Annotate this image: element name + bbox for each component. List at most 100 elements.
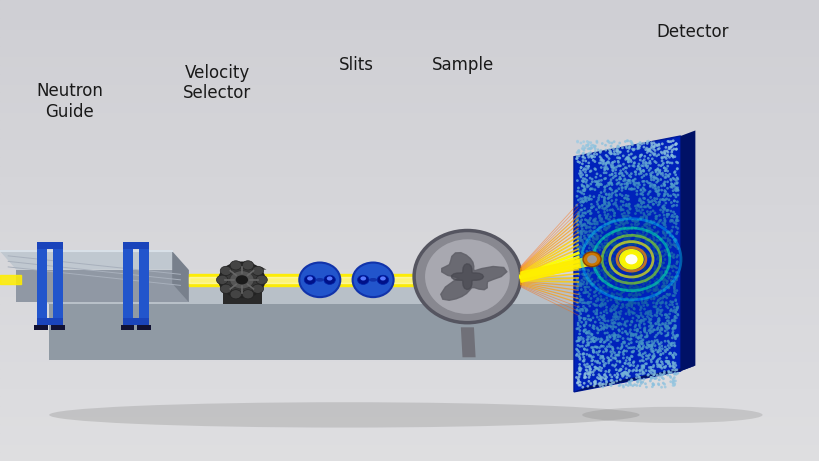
- Point: [640, 296, 653, 303]
- Point: [613, 272, 627, 280]
- Point: [657, 287, 670, 294]
- Point: [627, 147, 640, 154]
- Point: [622, 366, 635, 374]
- Bar: [0, 184, 819, 194]
- Point: [639, 220, 652, 228]
- Point: [630, 284, 643, 292]
- Polygon shape: [137, 325, 151, 330]
- Point: [577, 275, 590, 282]
- Point: [606, 250, 619, 257]
- Point: [630, 207, 643, 214]
- Point: [663, 362, 676, 369]
- Point: [621, 244, 634, 251]
- Point: [643, 286, 656, 294]
- Point: [649, 284, 662, 291]
- Point: [577, 350, 590, 357]
- Point: [588, 380, 601, 388]
- Text: Slits: Slits: [339, 55, 373, 74]
- Point: [594, 353, 607, 360]
- Point: [624, 170, 637, 177]
- Point: [619, 285, 632, 293]
- Point: [590, 310, 603, 318]
- Point: [600, 160, 613, 167]
- Point: [656, 259, 669, 266]
- Point: [658, 256, 671, 263]
- Point: [572, 350, 586, 358]
- Point: [595, 300, 608, 307]
- Point: [631, 265, 645, 272]
- Point: [617, 237, 630, 244]
- Point: [663, 290, 676, 298]
- Point: [656, 234, 669, 242]
- Point: [592, 260, 605, 267]
- Point: [590, 295, 604, 302]
- Point: [584, 240, 597, 248]
- Point: [590, 219, 603, 226]
- Point: [637, 327, 650, 334]
- Point: [645, 322, 658, 330]
- Point: [604, 356, 617, 364]
- Point: [666, 191, 679, 198]
- Point: [595, 267, 608, 274]
- Point: [625, 301, 638, 308]
- Point: [591, 365, 604, 372]
- Point: [658, 364, 671, 371]
- Point: [622, 152, 635, 159]
- Point: [586, 344, 599, 351]
- Point: [669, 366, 682, 373]
- Point: [611, 159, 624, 166]
- Point: [587, 266, 600, 274]
- Point: [632, 195, 645, 202]
- Point: [654, 182, 667, 189]
- Point: [599, 264, 612, 271]
- Point: [636, 289, 649, 296]
- Point: [660, 211, 673, 218]
- Point: [582, 236, 595, 244]
- Point: [619, 370, 632, 377]
- Point: [626, 296, 639, 304]
- Point: [590, 259, 603, 266]
- Point: [606, 316, 619, 323]
- Point: [570, 264, 583, 272]
- Point: [590, 137, 603, 145]
- Point: [599, 214, 612, 222]
- Point: [578, 284, 591, 291]
- Point: [590, 296, 604, 304]
- Point: [663, 243, 676, 251]
- Point: [604, 179, 617, 187]
- Point: [604, 348, 617, 355]
- Point: [586, 250, 599, 258]
- Point: [634, 380, 647, 387]
- Point: [604, 290, 618, 297]
- Point: [650, 189, 663, 196]
- Point: [645, 366, 658, 374]
- Point: [577, 183, 590, 190]
- Point: [634, 319, 647, 326]
- Point: [613, 333, 626, 340]
- Bar: [0, 18, 819, 28]
- Point: [666, 241, 679, 248]
- Ellipse shape: [360, 276, 365, 280]
- Point: [649, 251, 662, 258]
- Point: [667, 283, 680, 290]
- Point: [613, 217, 626, 224]
- Point: [622, 291, 636, 299]
- Point: [605, 206, 618, 213]
- Point: [615, 233, 628, 240]
- Point: [571, 321, 584, 329]
- Point: [667, 242, 681, 249]
- Point: [606, 229, 619, 236]
- Point: [663, 350, 676, 357]
- Point: [648, 150, 661, 157]
- Point: [624, 246, 637, 253]
- Point: [640, 147, 654, 154]
- Point: [658, 191, 671, 199]
- Point: [652, 186, 665, 194]
- Point: [658, 343, 671, 351]
- Point: [636, 339, 649, 347]
- Point: [637, 325, 650, 332]
- Point: [600, 224, 613, 231]
- Point: [572, 252, 586, 259]
- Point: [602, 357, 615, 364]
- Point: [599, 372, 612, 380]
